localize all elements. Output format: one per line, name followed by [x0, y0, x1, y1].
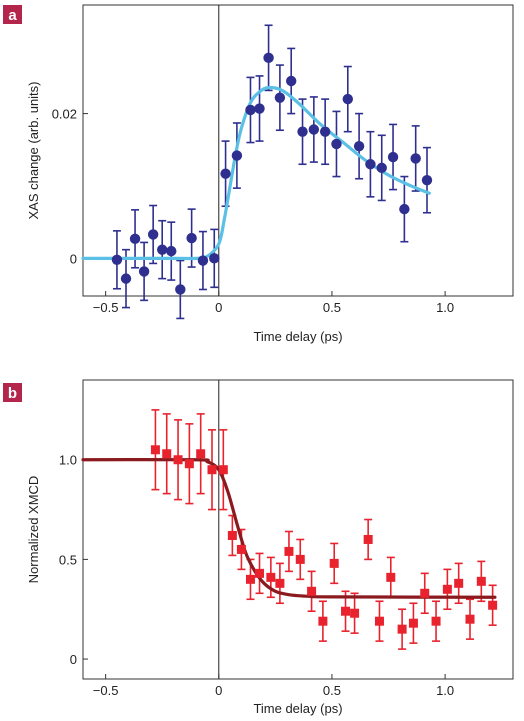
- data-point: [173, 455, 183, 465]
- plot-frame: [82, 4, 514, 297]
- x-tick-label: 1.0: [436, 683, 454, 698]
- data-point: [363, 534, 373, 544]
- y-tick-label: 0.02: [52, 107, 77, 122]
- data-point: [186, 232, 197, 244]
- data-point: [476, 576, 486, 586]
- x-tick-label: −0.5: [93, 300, 119, 315]
- data-point: [275, 578, 285, 588]
- data-point: [266, 572, 276, 582]
- data-point: [284, 546, 294, 556]
- panel-badge: b: [3, 383, 22, 402]
- fit-curve: [81, 85, 431, 261]
- data-point: [318, 616, 328, 626]
- data-point: [196, 449, 206, 459]
- data-point: [374, 616, 384, 626]
- y-axis-label: Normalized XMCD: [26, 476, 41, 584]
- panel-badge-box: [3, 5, 22, 24]
- data-point: [162, 449, 172, 459]
- data-point: [175, 284, 186, 295]
- data-point: [376, 162, 387, 174]
- data-point: [431, 616, 441, 626]
- data-point: [420, 588, 430, 598]
- x-tick-label: −0.5: [93, 683, 119, 698]
- data-point: [365, 159, 376, 170]
- data-point: [111, 254, 123, 266]
- data-point: [129, 233, 141, 245]
- data-point: [236, 544, 246, 554]
- x-tick-label: 0: [215, 683, 222, 698]
- data-point: [263, 52, 274, 64]
- panel-badge: a: [3, 5, 22, 24]
- data-point: [138, 266, 150, 277]
- data-point: [255, 568, 265, 578]
- data-point: [120, 273, 132, 284]
- x-axis-label: Time delay (ps): [253, 701, 342, 716]
- panel-letter: a: [8, 7, 17, 24]
- data-point: [397, 624, 407, 634]
- data-point: [209, 253, 220, 264]
- data-point: [245, 104, 256, 116]
- data-point: [442, 584, 452, 594]
- data-point: [254, 103, 265, 114]
- data-point: [331, 138, 342, 150]
- data-point: [147, 229, 159, 240]
- data-point: [220, 168, 231, 179]
- data-point: [274, 92, 286, 103]
- data-point: [184, 459, 194, 469]
- x-axis-label: Time delay (ps): [253, 329, 342, 344]
- data-point: [341, 606, 351, 616]
- data-point: [350, 608, 360, 618]
- x-tick-label: 0: [215, 300, 222, 315]
- data-point: [410, 153, 421, 164]
- data-point: [207, 465, 217, 475]
- data-point: [342, 93, 353, 105]
- x-tick-label: 0.5: [323, 300, 341, 315]
- data-point: [329, 558, 339, 568]
- y-tick-label: 1.0: [59, 453, 77, 468]
- y-tick-label: 0: [70, 251, 77, 266]
- data-point: [245, 574, 255, 584]
- chart-panel-b: b −0.5 0 0.5 1.0 0 0.5 1.0 Time delay (ps) Normal…: [3, 379, 514, 716]
- data-point: [231, 150, 243, 161]
- fit-curve: [81, 457, 497, 599]
- data-point: [386, 572, 396, 582]
- data-point: [307, 586, 317, 596]
- data-point: [227, 530, 237, 540]
- y-tick-label: 0: [70, 652, 77, 667]
- data-point: [157, 244, 168, 255]
- data-point: [308, 124, 320, 135]
- data-point: [465, 614, 475, 624]
- data-point: [297, 126, 308, 137]
- data-point: [399, 203, 410, 215]
- data-point: [197, 255, 209, 266]
- panel-badge-box: [3, 383, 22, 402]
- y-axis-label: XAS change (arb. units): [26, 81, 41, 219]
- data-point: [150, 445, 160, 455]
- y-tick-label: 0.5: [59, 552, 77, 567]
- x-tick-label: 0.5: [323, 683, 341, 698]
- data-point: [295, 554, 305, 564]
- data-point: [218, 465, 228, 475]
- data-point: [387, 151, 399, 163]
- data-point: [421, 174, 433, 186]
- data-point: [408, 618, 418, 628]
- panel-letter: b: [8, 385, 17, 402]
- x-tick-label: 1.0: [436, 300, 454, 315]
- data-point: [488, 600, 498, 610]
- data-point: [353, 140, 365, 152]
- data-point: [454, 578, 464, 588]
- data-point: [319, 126, 331, 137]
- plot-frame: [82, 379, 514, 680]
- chart-panel-a: a −0.5 0 0.5 1.0 0 0.02 Time delay (ps) XAS chan…: [3, 4, 514, 344]
- data-point: [286, 75, 297, 87]
- data-point: [166, 245, 177, 257]
